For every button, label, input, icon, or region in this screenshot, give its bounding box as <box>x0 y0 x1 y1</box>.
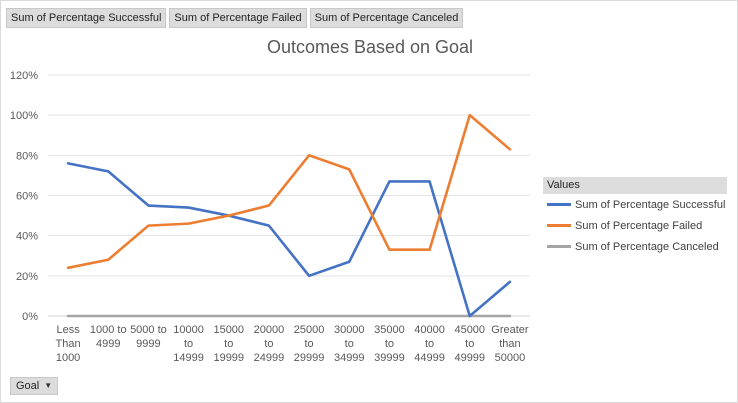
legend-item-failed[interactable]: Sum of Percentage Failed <box>543 215 727 236</box>
legend-swatch-successful <box>547 203 571 206</box>
y-tick-label: 0% <box>22 311 38 323</box>
y-tick-label: 100% <box>10 110 38 122</box>
series-line-successful <box>66 162 512 318</box>
legend-item-canceled[interactable]: Sum of Percentage Canceled <box>543 236 727 257</box>
x-tick-label-line: 45000 <box>454 324 485 336</box>
x-tick-label-line: 15000 <box>213 324 244 336</box>
y-tick-label: 20% <box>16 271 38 283</box>
x-tick-label-line: 25000 <box>294 324 325 336</box>
x-tick-label: 25000 to 29999 <box>294 324 325 364</box>
x-tick-label-line: 39999 <box>374 352 405 364</box>
x-tick-label-line: Than <box>56 338 81 350</box>
legend-swatch-failed <box>547 224 571 227</box>
x-tick-label-line: to <box>264 338 273 350</box>
x-tick-label: Greater than 50000 <box>491 324 529 364</box>
x-tick-label-line: 4999 <box>96 338 120 350</box>
x-tick-label-line: to <box>304 338 313 350</box>
x-tick-label-line: 35000 <box>374 324 405 336</box>
field-button-canceled[interactable]: Sum of Percentage Canceled <box>309 8 464 28</box>
legend-item-successful[interactable]: Sum of Percentage Successful <box>543 194 727 215</box>
value-field-buttons: Sum of Percentage Successful Sum of Perc… <box>6 8 464 28</box>
x-tick-label-line: to <box>385 338 394 350</box>
series-line-failed <box>66 113 512 270</box>
y-tick-label: 40% <box>16 231 38 243</box>
chevron-down-icon: ▼ <box>44 381 53 390</box>
x-tick-label-line: Less <box>56 324 80 336</box>
legend-swatch-canceled <box>547 245 571 248</box>
x-tick-label: 10000 to 14999 <box>173 324 204 364</box>
x-tick-label: 45000 to 49999 <box>454 324 485 364</box>
x-tick-label: 1000 to 4999 <box>90 324 127 350</box>
y-tick-label: 60% <box>16 191 38 203</box>
x-tick-label-line: than <box>499 338 520 350</box>
x-tick-label: 40000 to 44999 <box>414 324 445 364</box>
x-tick-label-line: 1000 <box>56 352 80 364</box>
y-tick-label: 120% <box>10 70 38 82</box>
x-tick-label-line: 20000 <box>254 324 285 336</box>
x-tick-label-line: 10000 <box>173 324 204 336</box>
legend-header: Values <box>543 177 727 194</box>
field-button-successful[interactable]: Sum of Percentage Successful <box>6 8 167 28</box>
x-tick-label-line: 50000 <box>495 352 526 364</box>
x-tick-label: Less Than 1000 <box>56 324 81 364</box>
x-tick-label: 5000 to 9999 <box>130 324 167 350</box>
x-tick-label: 30000 to 34999 <box>334 324 365 364</box>
axis-field-label: Goal <box>16 380 40 392</box>
x-tick-label-line: 40000 <box>414 324 445 336</box>
x-tick-label-line: 49999 <box>454 352 485 364</box>
field-button-failed[interactable]: Sum of Percentage Failed <box>169 8 307 28</box>
x-tick-label-line: to <box>184 338 193 350</box>
x-tick-label: 15000 to 19999 <box>213 324 244 364</box>
x-tick-label-line: 19999 <box>213 352 244 364</box>
x-tick-label-line: 9999 <box>136 338 160 350</box>
x-tick-label-line: to <box>345 338 354 350</box>
x-tick-label-line: to <box>224 338 233 350</box>
x-tick-label: 20000 to 24999 <box>254 324 285 364</box>
y-tick-label: 80% <box>16 150 38 162</box>
x-tick-label-line: 34999 <box>334 352 365 364</box>
x-tick-label-line: 1000 to <box>90 324 127 336</box>
chart-title: Outcomes Based on Goal <box>266 37 474 57</box>
x-tick-label-line: 5000 to <box>130 324 167 336</box>
axis-field-button-goal[interactable]: Goal ▼ <box>10 377 59 395</box>
x-tick-label-line: Greater <box>491 324 529 336</box>
x-tick-label-line: 24999 <box>254 352 285 364</box>
x-tick-label: 35000 to 39999 <box>374 324 405 364</box>
legend-label-canceled: Sum of Percentage Canceled <box>575 240 719 253</box>
x-tick-label-line: 14999 <box>173 352 204 364</box>
x-tick-label-line: to <box>425 338 434 350</box>
legend-label-failed: Sum of Percentage Failed <box>575 219 703 232</box>
x-tick-label-line: 30000 <box>334 324 365 336</box>
legend-label-successful: Sum of Percentage Successful <box>575 198 726 211</box>
legend: Values Sum of Percentage Successful Sum … <box>543 177 727 257</box>
x-tick-label-line: 44999 <box>414 352 445 364</box>
x-tick-label-line: 29999 <box>294 352 325 364</box>
x-tick-label-line: to <box>465 338 474 350</box>
